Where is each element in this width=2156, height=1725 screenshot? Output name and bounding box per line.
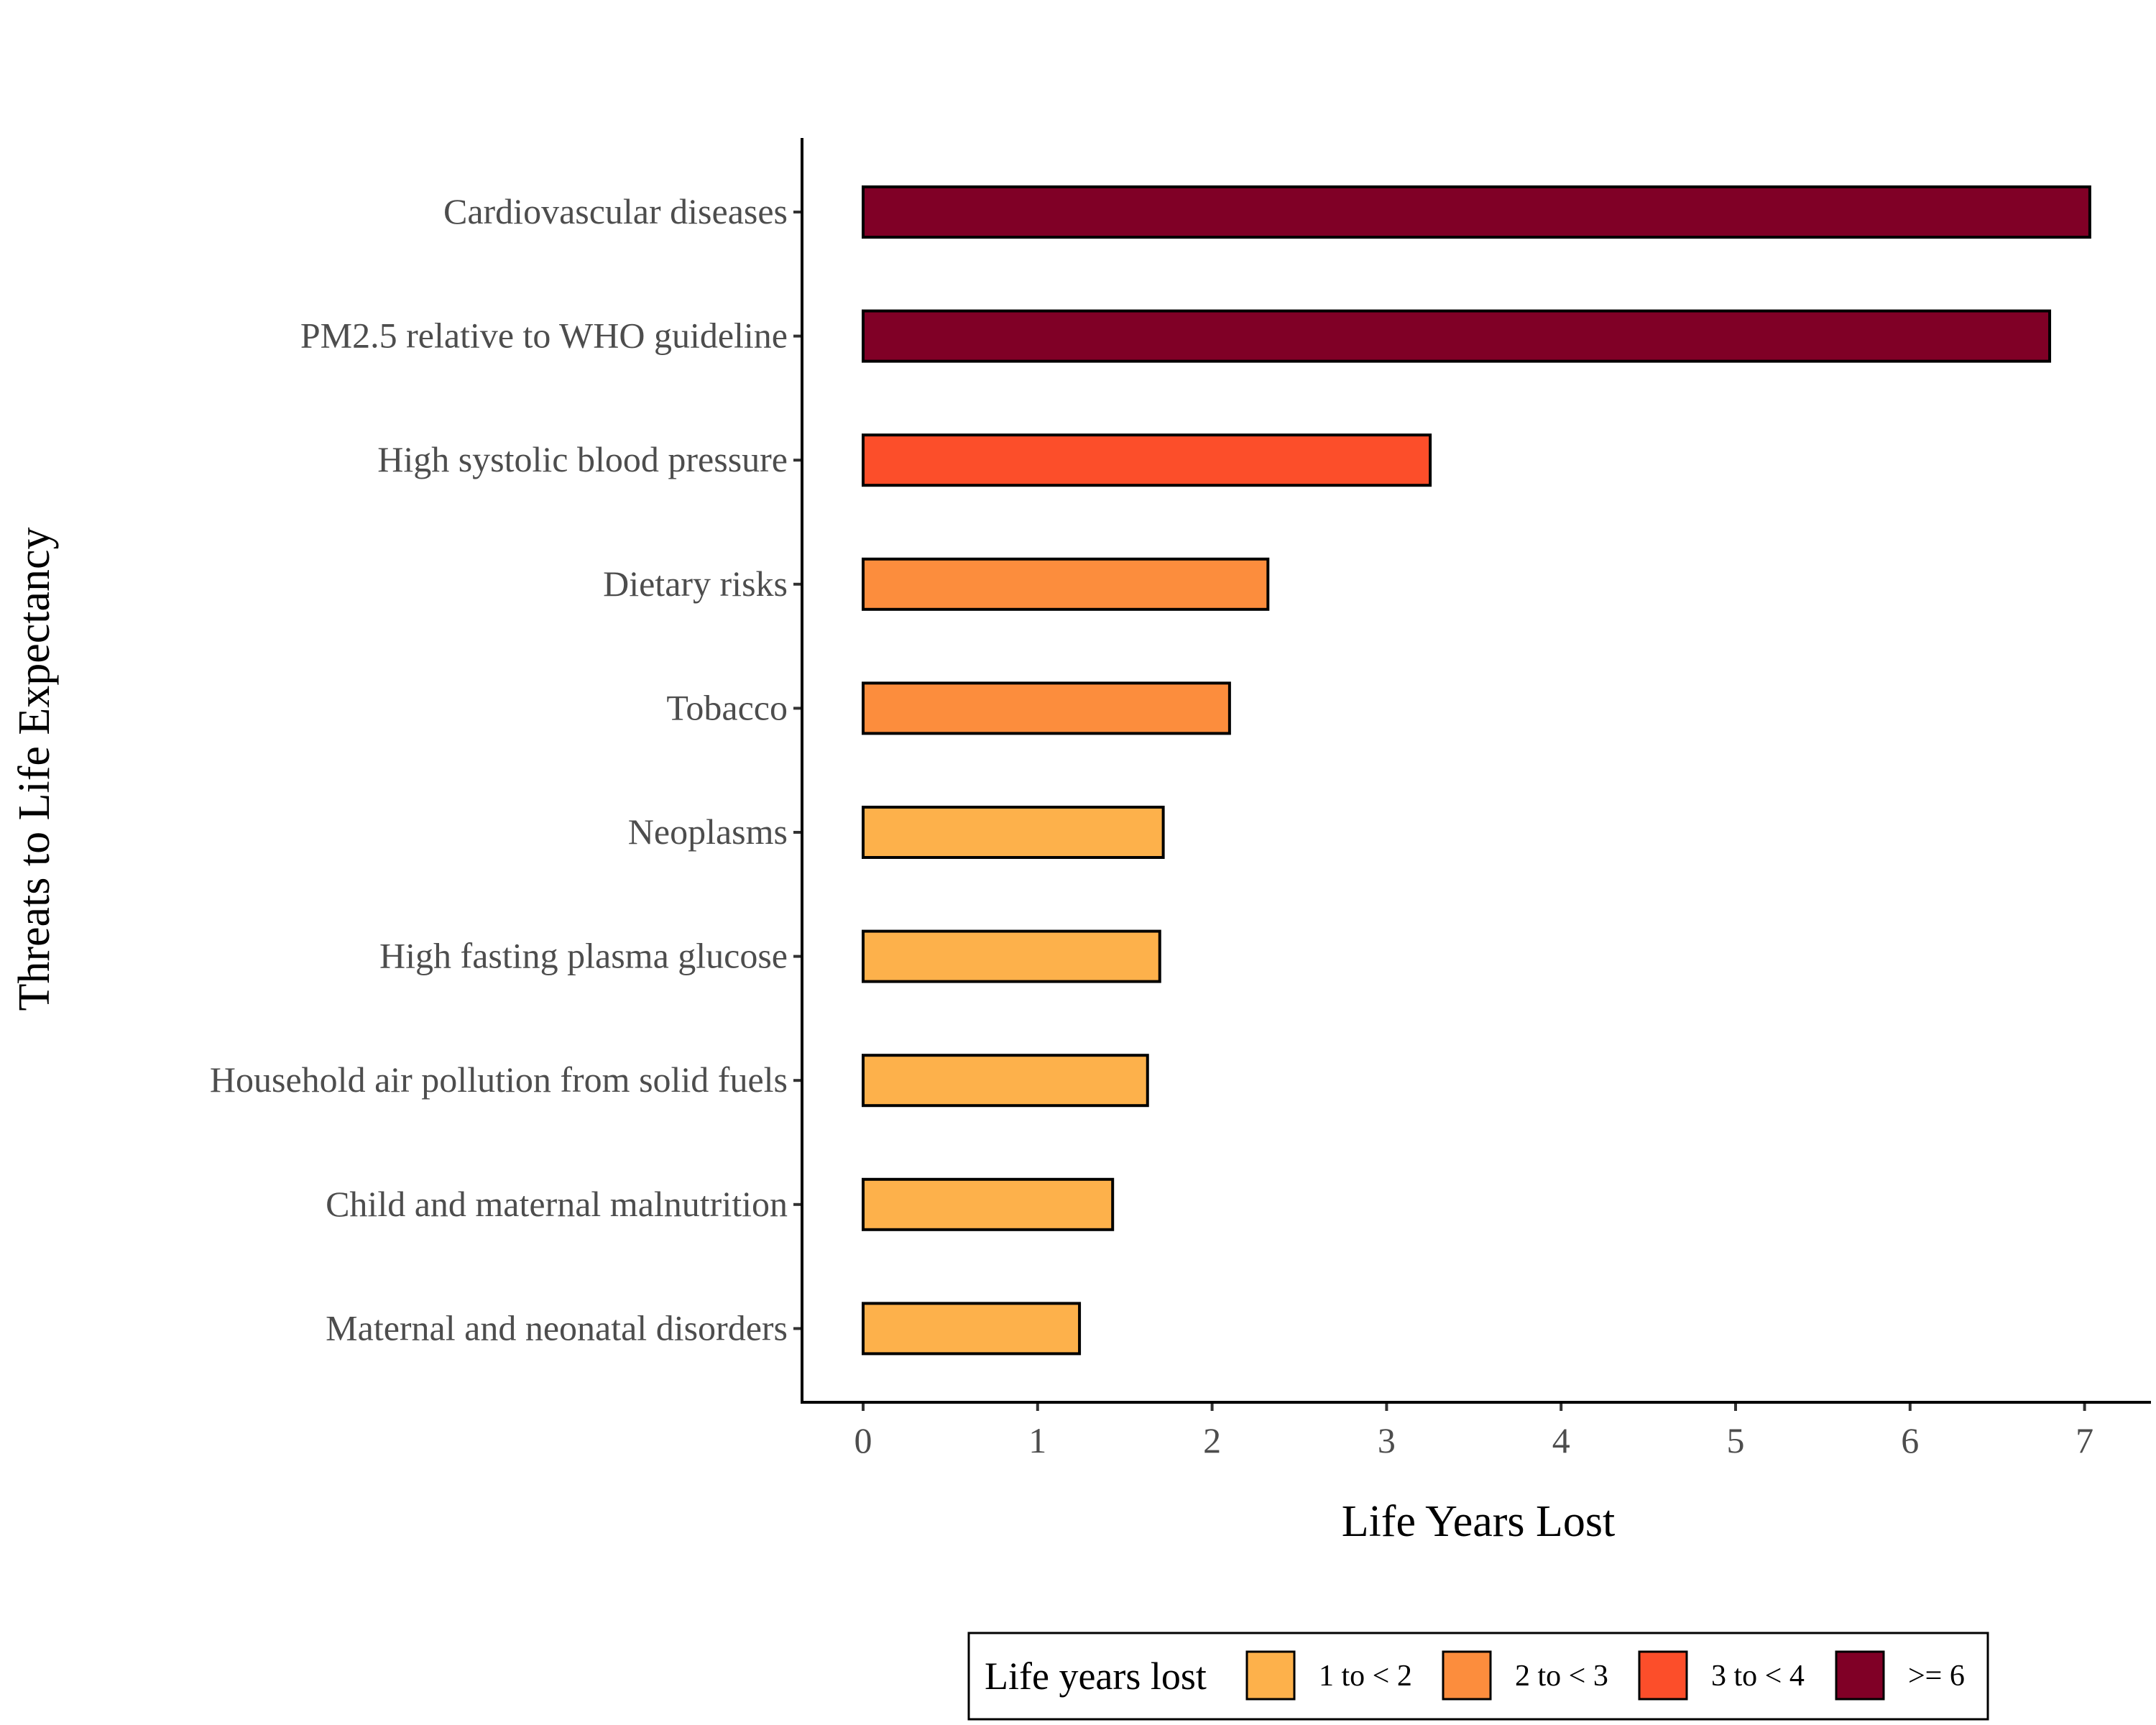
legend-label: 2 to < 3 (1515, 1660, 1608, 1693)
legend: Life years lost 1 to < 2 2 to < 3 3 to < 4… (967, 1632, 1989, 1721)
bar (862, 557, 1270, 611)
legend-label: 3 to < 4 (1711, 1660, 1805, 1693)
legend-label: >= 6 (1908, 1660, 1965, 1693)
y-tick-label: Household air pollution from solid fuels (210, 1059, 788, 1100)
y-tick-label: High fasting plasma glucose (379, 936, 788, 976)
legend-key (1638, 1650, 1688, 1701)
bars-group (862, 185, 2091, 1356)
x-tick-label: 2 (1203, 1420, 1221, 1460)
y-tick-label: High systolic blood pressure (377, 439, 788, 479)
y-tick-label: PM2.5 relative to WHO guideline (300, 316, 788, 356)
y-tick-label: Dietary risks (603, 564, 788, 604)
bar (862, 309, 2052, 363)
x-axis-ticks: 0 1 2 3 4 5 6 7 (854, 1402, 2093, 1460)
bar (862, 185, 2091, 239)
legend-title: Life years lost (985, 1655, 1207, 1698)
x-axis-title: Life Years Lost (1342, 1497, 1616, 1546)
x-tick-label: 6 (1901, 1420, 1919, 1460)
bar (862, 929, 1161, 983)
y-axis-ticks: Cardiovascular diseases PM2.5 relative to… (210, 191, 802, 1348)
legend-key (1442, 1650, 1492, 1701)
legend-items: 1 to < 2 2 to < 3 3 to < 4 >= 6 (1245, 1650, 1965, 1701)
bar (862, 1177, 1115, 1231)
y-tick-label: Maternal and neonatal disorders (326, 1307, 788, 1348)
x-tick-label: 3 (1378, 1420, 1396, 1460)
legend-key (1835, 1650, 1885, 1701)
x-tick-label: 5 (1727, 1420, 1745, 1460)
bar (862, 433, 1432, 487)
y-tick-label: Neoplasms (628, 811, 788, 852)
bar (862, 681, 1231, 735)
x-tick-label: 1 (1028, 1420, 1046, 1460)
y-tick-label: Tobacco (666, 687, 788, 727)
bar (862, 1054, 1149, 1108)
y-axis-title: Threats to Life Expectancy (10, 527, 59, 1011)
bar (862, 806, 1165, 859)
legend-key (1245, 1650, 1296, 1701)
bar (862, 1302, 1082, 1356)
y-tick-label: Child and maternal malnutrition (326, 1184, 788, 1224)
x-tick-label: 0 (854, 1420, 872, 1460)
x-tick-label: 7 (2076, 1420, 2093, 1460)
legend-label: 1 to < 2 (1319, 1660, 1412, 1693)
x-tick-label: 4 (1552, 1420, 1570, 1460)
y-tick-label: Cardiovascular diseases (443, 191, 788, 231)
